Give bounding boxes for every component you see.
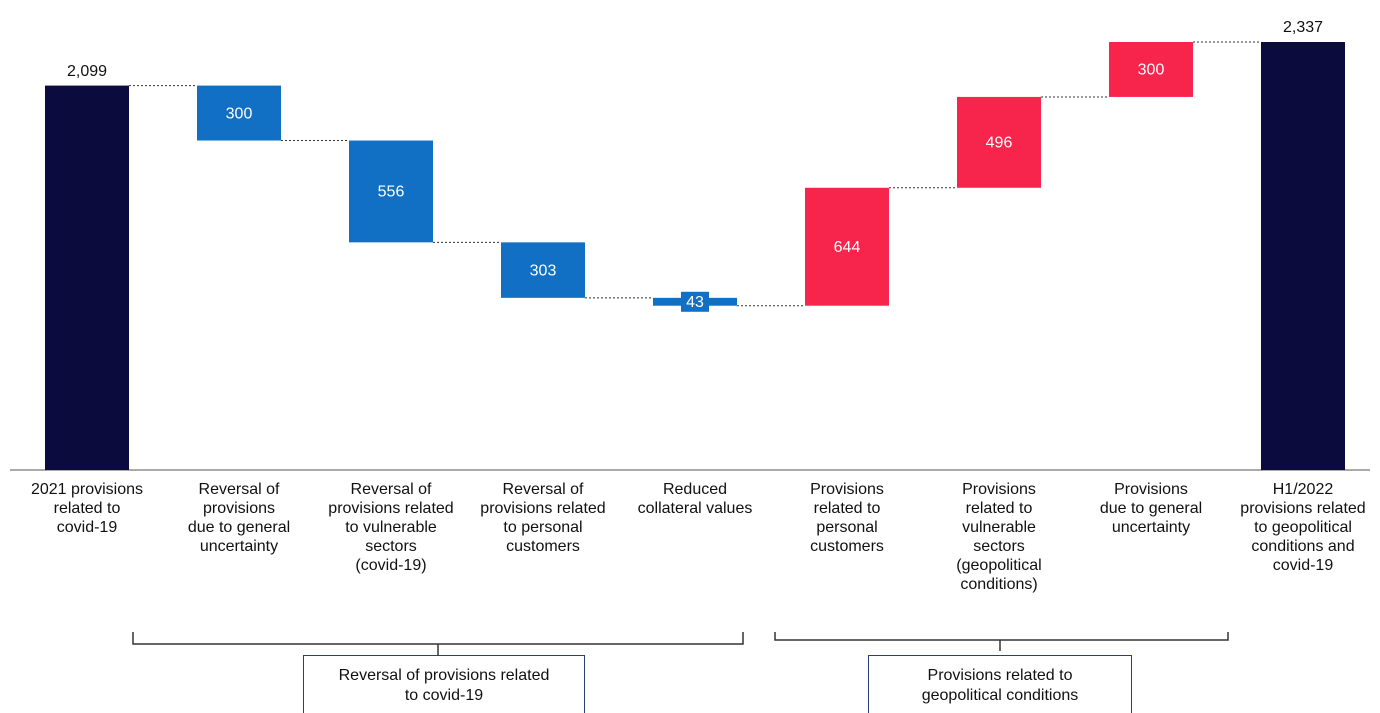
bar bbox=[197, 85, 281, 141]
bar bbox=[45, 85, 129, 471]
x-tick-label: Provisions related to personal customers bbox=[810, 481, 884, 555]
bar bbox=[1261, 42, 1345, 470]
bar bbox=[805, 187, 889, 306]
bar bbox=[349, 140, 433, 243]
value-label: 556 bbox=[378, 184, 405, 201]
x-tick-label: Reversal of provisions due to general un… bbox=[187, 481, 291, 555]
x-tick-label: Reversal of provisions related to person… bbox=[480, 481, 606, 555]
group-bracket bbox=[774, 632, 1229, 651]
value-label: 496 bbox=[986, 135, 1013, 152]
value-label: 2,337 bbox=[1283, 19, 1323, 36]
value-label: 2,099 bbox=[67, 63, 107, 80]
value-label: 644 bbox=[834, 239, 861, 256]
group-label: Provisions related to geopolitical condi… bbox=[868, 655, 1132, 713]
group-bracket bbox=[132, 632, 744, 655]
x-tick-label: Reversal of provisions related to vulner… bbox=[328, 481, 454, 574]
x-tick-label: Provisions related to vulnerable sectors… bbox=[956, 481, 1042, 593]
x-tick-label: H1/2022 provisions related to geopolitic… bbox=[1240, 481, 1366, 574]
x-tick-label: 2021 provisions related to covid-19 bbox=[30, 481, 144, 536]
bar bbox=[501, 242, 585, 298]
x-tick-label: Provisions due to general uncertainty bbox=[1099, 481, 1203, 536]
value-label: 300 bbox=[1138, 62, 1165, 79]
label-box bbox=[681, 291, 709, 312]
group-label: Reversal of provisions related to covid-… bbox=[303, 655, 585, 713]
x-tick-label: Reduced collateral values bbox=[637, 481, 753, 517]
value-label: 300 bbox=[226, 105, 253, 122]
value-label: 43 bbox=[686, 294, 704, 311]
bar bbox=[1109, 42, 1193, 97]
value-label: 303 bbox=[530, 262, 557, 279]
bar bbox=[957, 96, 1041, 188]
